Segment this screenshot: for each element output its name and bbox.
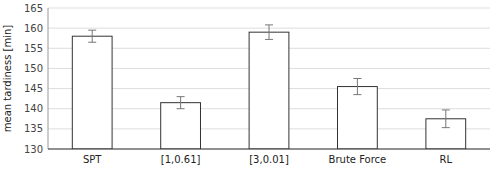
y-tick-label: 150 xyxy=(24,63,43,74)
chart: 130 135 140 145 150 155 160 165 SPT [1,0.61] [3,0.… xyxy=(0,0,500,171)
error-bar xyxy=(265,25,273,40)
x-axis-line xyxy=(48,149,490,150)
grid-line xyxy=(48,8,490,9)
bar xyxy=(72,36,112,149)
error-bar xyxy=(177,97,185,109)
bar xyxy=(249,32,289,149)
chart-container: 130 135 140 145 150 155 160 165 SPT [1,0.61] [3,0.… xyxy=(0,0,500,171)
x-tick-label: Brute Force xyxy=(329,154,387,165)
x-tick-label: RL xyxy=(440,154,453,165)
error-bar xyxy=(442,110,450,128)
error-bar xyxy=(353,79,361,95)
bar xyxy=(338,87,378,149)
y-axis-label: mean tardiness [min] xyxy=(2,25,13,132)
y-tick-label: 135 xyxy=(24,123,43,134)
x-tick-label: [1,0.61] xyxy=(161,154,201,165)
y-axis-line xyxy=(48,8,49,149)
y-tick-label: 165 xyxy=(24,3,43,14)
bars xyxy=(72,25,465,149)
x-tick-label: [3,0.01] xyxy=(249,154,289,165)
y-tick-label: 145 xyxy=(24,83,43,94)
y-grid xyxy=(48,8,490,149)
bar xyxy=(161,103,201,149)
grid-line xyxy=(48,149,490,150)
y-tick-label: 160 xyxy=(24,23,43,34)
y-tick-label: 155 xyxy=(24,43,43,54)
y-tick-label: 140 xyxy=(24,103,43,114)
x-tick-label: SPT xyxy=(83,154,102,165)
error-bar xyxy=(88,30,96,42)
y-tick-label: 130 xyxy=(24,144,43,155)
